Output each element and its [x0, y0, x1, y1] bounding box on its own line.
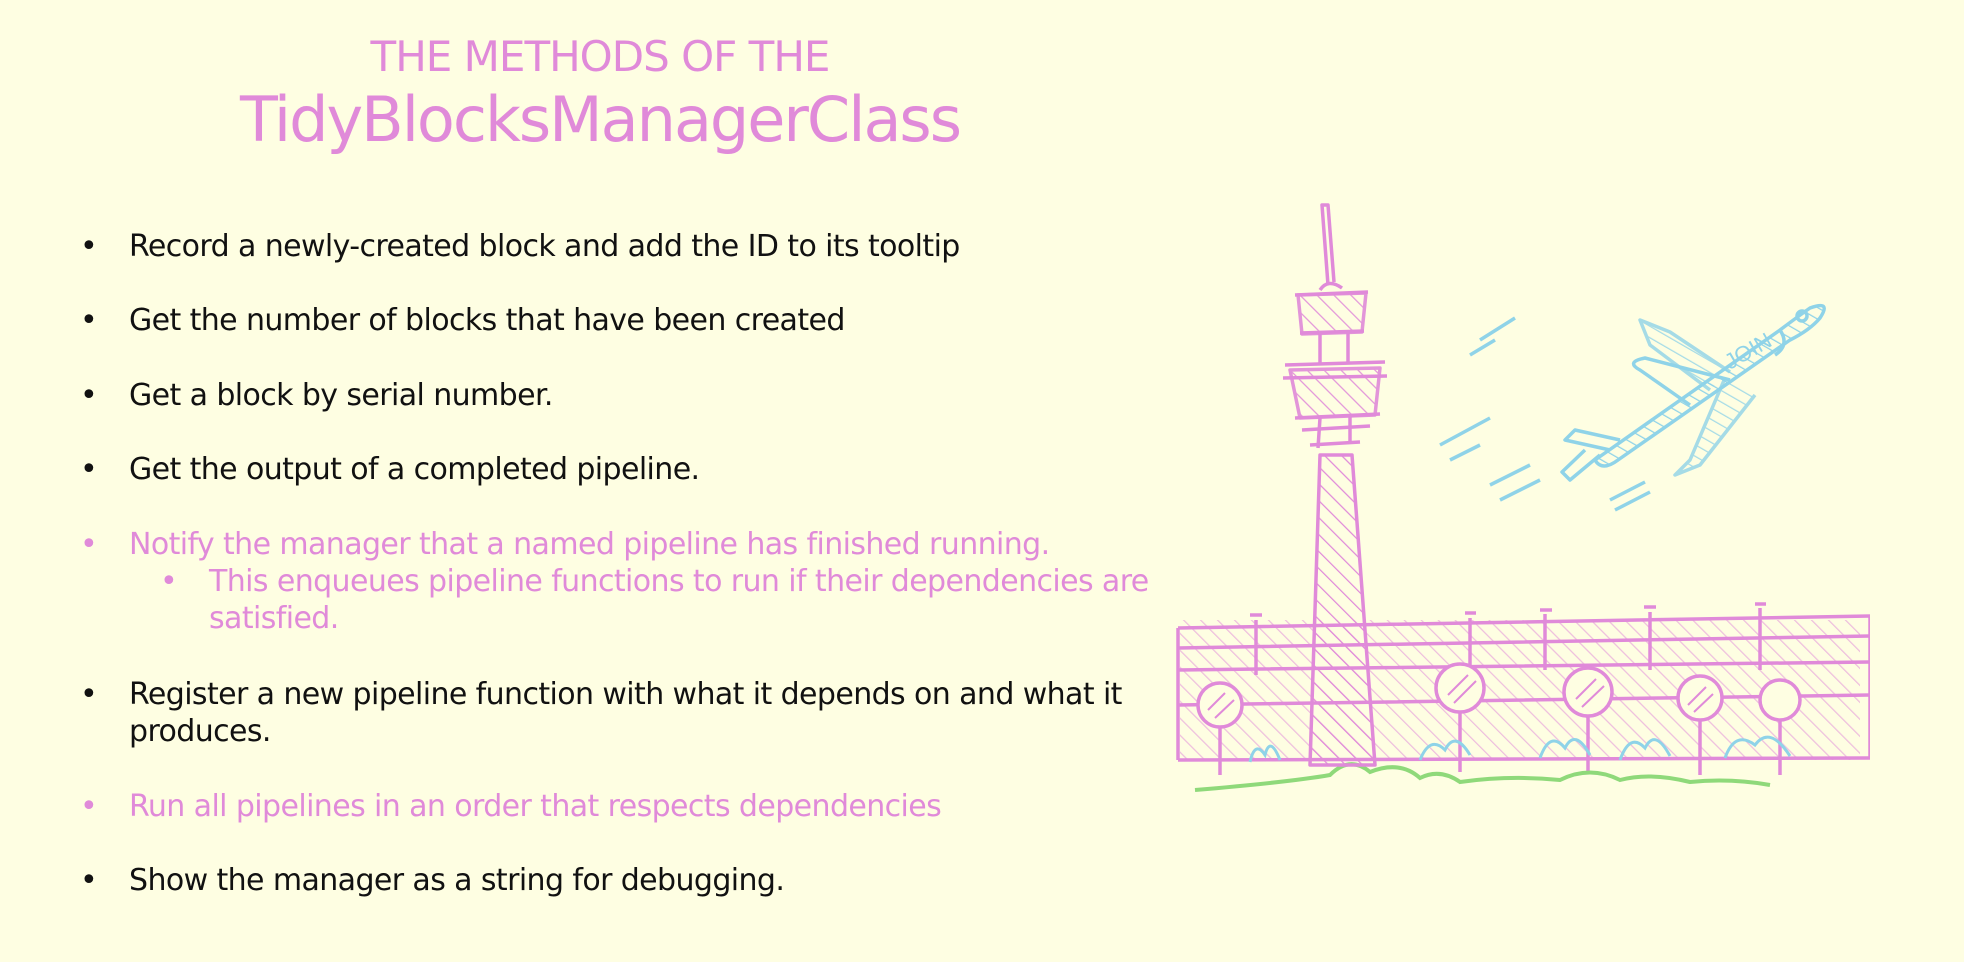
bullet-text: Get the number of blocks that have been … — [129, 303, 845, 338]
bullet-text: Record a newly-created block and add the… — [129, 229, 960, 264]
title-line-2: TidyBlocksManagerClass — [239, 83, 962, 156]
trees — [1196, 662, 1802, 775]
bullet-text: Get the output of a completed pipeline. — [129, 452, 700, 487]
airport-illustration: JOIN — [1176, 203, 1870, 792]
control-tower — [1282, 203, 1388, 767]
grass — [1194, 762, 1771, 792]
bullet-text: Register a new pipeline function with wh… — [129, 677, 1122, 749]
bullet-dot: • — [80, 452, 98, 487]
bullet-dot: • — [80, 863, 98, 898]
bullet-text: Notify the manager that a named pipeline… — [129, 527, 1050, 562]
tree-hatches — [1207, 674, 1714, 719]
bullet-dot: • — [80, 677, 98, 712]
terminal-building — [1176, 602, 1870, 762]
airplane — [1439, 303, 1826, 512]
bullet-text: Show the manager as a string for debuggi… — [129, 863, 785, 898]
bullet-dot: • — [80, 378, 98, 413]
sub-bullet-text: This enqueues pipeline functions to run … — [209, 564, 1149, 636]
title-line-1: THE METHODS OF THE — [370, 32, 831, 81]
bullet-dot: • — [80, 527, 98, 562]
bullet-dot: • — [80, 303, 98, 338]
sub-bullet-dot: • — [160, 564, 178, 599]
bullet-text: Run all pipelines in an order that respe… — [129, 789, 942, 824]
bullet-text: Get a block by serial number. — [129, 378, 553, 413]
bullet-dot: • — [80, 789, 98, 824]
bullet-dot: • — [80, 229, 98, 264]
slide-title: THE METHODS OF THE TidyBlocksManagerClas… — [0, 30, 1200, 156]
blue-bushes — [1248, 735, 1792, 763]
